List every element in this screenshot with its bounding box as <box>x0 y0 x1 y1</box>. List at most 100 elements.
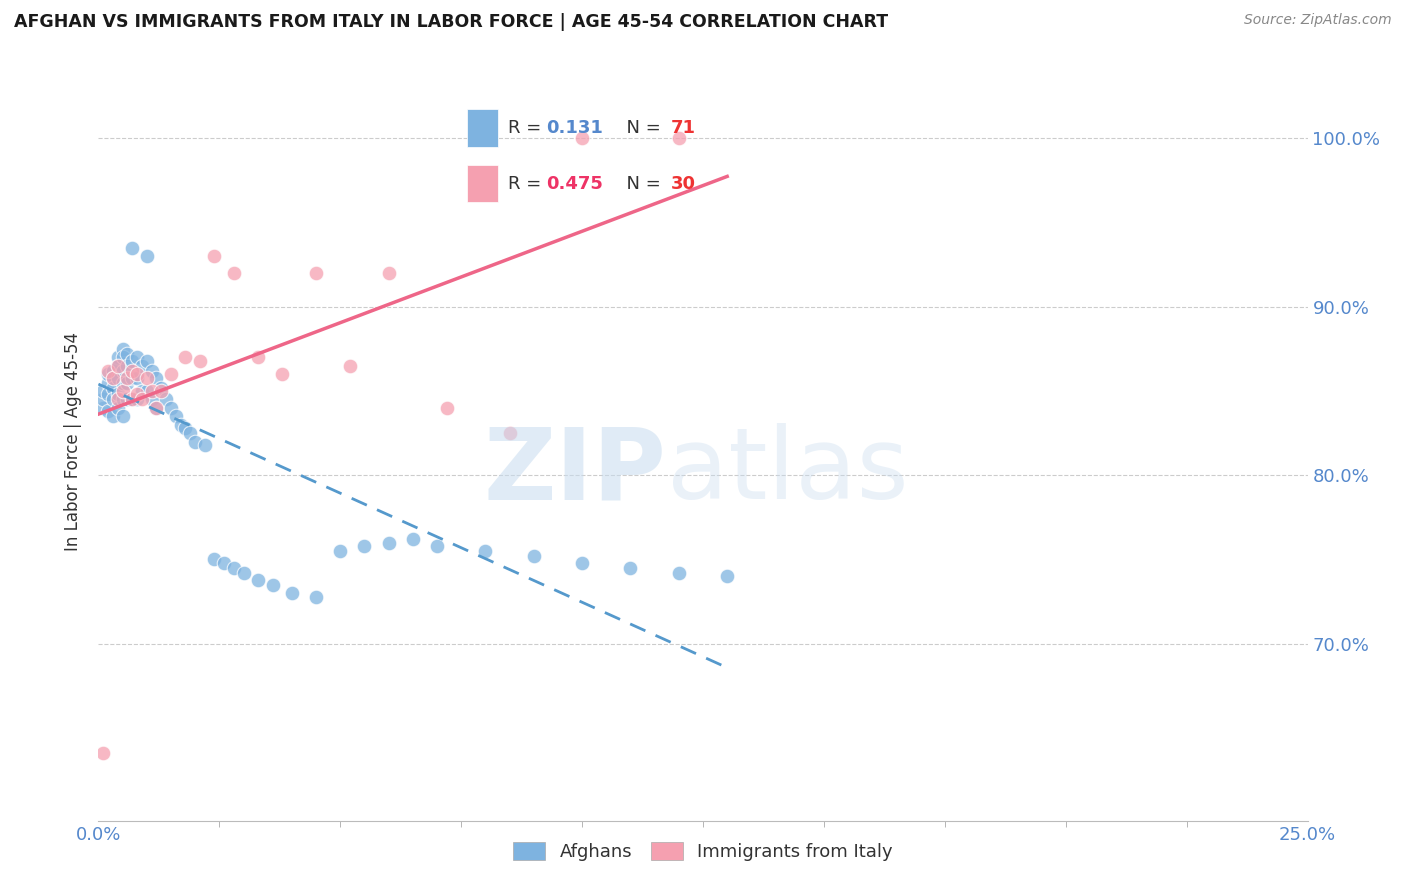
Point <box>107 351 129 365</box>
Point <box>121 353 143 368</box>
Point <box>107 392 129 407</box>
Point <box>716 569 738 583</box>
Text: atlas: atlas <box>666 424 908 520</box>
Point <box>121 392 143 407</box>
Point <box>127 387 149 401</box>
Point <box>117 347 139 361</box>
Point <box>155 392 177 407</box>
Point <box>204 552 226 566</box>
Point <box>262 578 284 592</box>
Point <box>107 370 129 384</box>
Point <box>145 401 167 415</box>
Point <box>127 392 149 407</box>
Point <box>111 376 134 390</box>
Point <box>150 381 173 395</box>
Point <box>188 353 211 368</box>
Point <box>271 367 294 381</box>
Point <box>107 359 129 373</box>
Point <box>184 434 207 449</box>
Point <box>305 266 328 280</box>
Point <box>141 384 163 398</box>
Point <box>91 392 114 407</box>
Point <box>498 426 520 441</box>
Point <box>353 539 375 553</box>
Point <box>436 401 458 415</box>
Point <box>107 401 129 415</box>
Point <box>247 351 270 365</box>
Point <box>91 384 114 398</box>
Text: AFGHAN VS IMMIGRANTS FROM ITALY IN LABOR FORCE | AGE 45-54 CORRELATION CHART: AFGHAN VS IMMIGRANTS FROM ITALY IN LABOR… <box>14 13 889 31</box>
Point <box>101 364 124 378</box>
Point <box>111 342 134 356</box>
Point <box>127 367 149 381</box>
Point <box>174 421 197 435</box>
Point <box>377 266 399 280</box>
Point <box>111 351 134 365</box>
Point <box>174 351 197 365</box>
Point <box>668 131 690 145</box>
Point <box>127 370 149 384</box>
Point <box>222 266 245 280</box>
Point <box>402 533 425 547</box>
Point <box>571 556 593 570</box>
Point <box>107 387 129 401</box>
Point <box>135 384 157 398</box>
Point <box>145 401 167 415</box>
Point <box>135 353 157 368</box>
Point <box>101 381 124 395</box>
Point <box>117 370 139 384</box>
Point <box>150 384 173 398</box>
Point <box>222 561 245 575</box>
Text: Source: ZipAtlas.com: Source: ZipAtlas.com <box>1244 13 1392 28</box>
Point <box>377 535 399 549</box>
Point <box>523 549 546 563</box>
Point <box>97 364 120 378</box>
Point <box>121 392 143 407</box>
Point <box>97 387 120 401</box>
Point <box>121 364 143 378</box>
Text: ZIP: ZIP <box>484 424 666 520</box>
Point <box>131 359 153 373</box>
Point <box>160 401 183 415</box>
Point <box>339 359 361 373</box>
Point <box>111 392 134 407</box>
Point <box>131 384 153 398</box>
Point <box>111 384 134 398</box>
Point <box>329 544 352 558</box>
Point <box>668 566 690 580</box>
Point <box>169 417 191 432</box>
Point <box>117 359 139 373</box>
Point <box>111 364 134 378</box>
Point <box>131 392 153 407</box>
Point <box>117 376 139 390</box>
Point <box>426 539 449 553</box>
Point <box>571 131 593 145</box>
Point <box>121 241 143 255</box>
Point <box>97 376 120 390</box>
Point <box>101 370 124 384</box>
Point <box>135 370 157 384</box>
Point <box>127 351 149 365</box>
Point <box>204 249 226 263</box>
Point <box>212 556 235 570</box>
Point <box>619 561 641 575</box>
Point <box>91 746 114 760</box>
Point <box>141 364 163 378</box>
Point <box>117 392 139 407</box>
Point <box>305 590 328 604</box>
Legend: Afghans, Immigrants from Italy: Afghans, Immigrants from Italy <box>506 835 900 869</box>
Point <box>111 409 134 424</box>
Point <box>97 367 120 381</box>
Point <box>91 401 114 415</box>
Point <box>121 370 143 384</box>
Point <box>145 370 167 384</box>
Point <box>160 367 183 381</box>
Point <box>165 409 187 424</box>
Point <box>107 359 129 373</box>
Point <box>135 249 157 263</box>
Point <box>101 370 124 384</box>
Point <box>179 426 201 441</box>
Point <box>232 566 254 580</box>
Point <box>247 573 270 587</box>
Point <box>101 392 124 407</box>
